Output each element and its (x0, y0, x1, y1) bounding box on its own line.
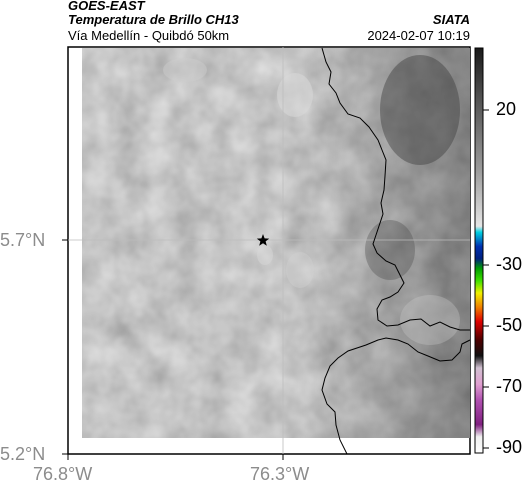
colorbar-tick-label: -30 (496, 254, 523, 274)
latitude-tick-label: 5.2°N (0, 444, 46, 464)
colorbar (474, 47, 484, 454)
department-boundary-line (321, 47, 470, 331)
star-icon (256, 234, 270, 246)
satellite-source-title: GOES-EAST (68, 0, 145, 13)
colorbar-tick-label: -70 (496, 376, 523, 396)
datetime-label: 2024-02-07 10:19 (367, 28, 470, 43)
latitude-tick-label: 5.7°N (0, 230, 46, 250)
product-title: Temperatura de Brillo CH13 (68, 12, 239, 27)
organization-label: SIATA (432, 12, 470, 27)
longitude-tick-label: 76.8°W (33, 464, 93, 484)
brightness-temperature-field (82, 48, 470, 438)
colorbar-tick-label: 20 (496, 99, 517, 119)
region-subtitle: Vía Medellín - Quibdó 50km (68, 28, 230, 43)
longitude-tick-label: 76.3°W (250, 464, 310, 484)
coastline-boundary-line (321, 337, 471, 455)
colorbar-tick-label: -90 (496, 437, 523, 457)
colorbar-tick-label: -50 (496, 315, 523, 335)
